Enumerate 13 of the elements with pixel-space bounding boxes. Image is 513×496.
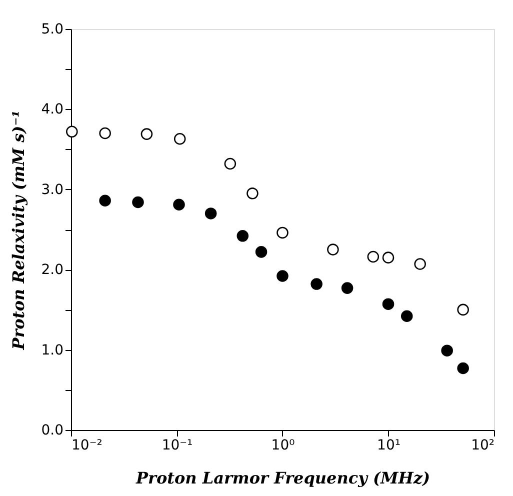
y-axis-title: Proton Relaxivity (mM s)⁻¹: [9, 110, 28, 351]
y-tick-label: 5.0: [41, 22, 64, 38]
x-tick-label: 10²: [471, 438, 494, 454]
x-tick-label: 10⁻²: [72, 438, 102, 454]
y-tick-label: 3.0: [41, 182, 64, 198]
y-tick-label: 4.0: [41, 102, 64, 118]
y-tick-label: 1.0: [41, 342, 64, 358]
x-axis-title: Proton Larmor Frequency (MHz): [134, 468, 430, 488]
y-tick-label: 0.0: [41, 422, 64, 438]
y-tick-label: 2.0: [41, 262, 64, 278]
x-tick-label: 10⁰: [271, 438, 296, 454]
x-tick-label: 10⁻¹: [162, 438, 193, 454]
x-tick-label: 10¹: [377, 438, 400, 454]
